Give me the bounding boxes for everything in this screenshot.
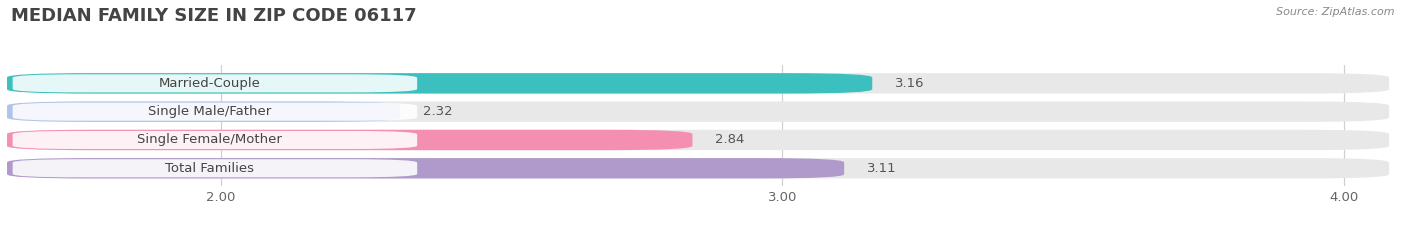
Text: 2.84: 2.84 <box>714 134 744 147</box>
FancyBboxPatch shape <box>7 102 401 122</box>
FancyBboxPatch shape <box>7 73 1389 93</box>
FancyBboxPatch shape <box>13 131 418 149</box>
FancyBboxPatch shape <box>7 158 1389 178</box>
Text: Married-Couple: Married-Couple <box>159 77 260 90</box>
FancyBboxPatch shape <box>7 130 693 150</box>
Text: Total Families: Total Families <box>165 162 254 175</box>
FancyBboxPatch shape <box>13 159 418 177</box>
FancyBboxPatch shape <box>7 73 872 93</box>
Text: 3.16: 3.16 <box>894 77 924 90</box>
Text: Single Female/Mother: Single Female/Mother <box>136 134 281 147</box>
FancyBboxPatch shape <box>13 74 418 93</box>
FancyBboxPatch shape <box>13 103 418 121</box>
Text: Source: ZipAtlas.com: Source: ZipAtlas.com <box>1277 7 1395 17</box>
FancyBboxPatch shape <box>7 130 1389 150</box>
Text: MEDIAN FAMILY SIZE IN ZIP CODE 06117: MEDIAN FAMILY SIZE IN ZIP CODE 06117 <box>11 7 416 25</box>
Text: 2.32: 2.32 <box>423 105 453 118</box>
Text: Single Male/Father: Single Male/Father <box>148 105 271 118</box>
Text: 3.11: 3.11 <box>866 162 896 175</box>
FancyBboxPatch shape <box>7 102 1389 122</box>
FancyBboxPatch shape <box>7 158 844 178</box>
